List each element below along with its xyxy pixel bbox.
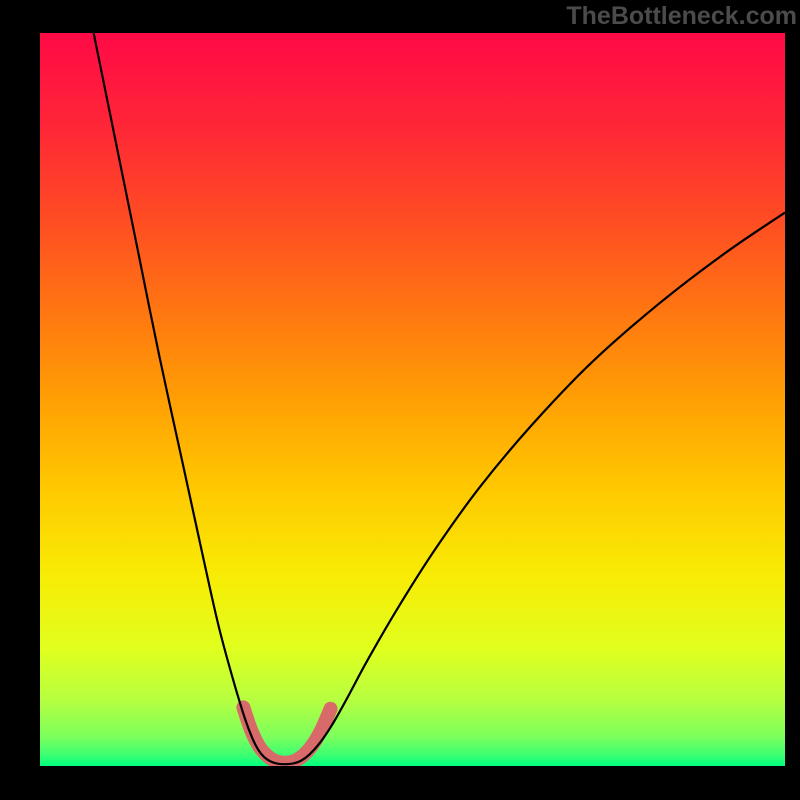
- chart-stage: TheBottleneck.com: [0, 0, 800, 800]
- watermark-text: TheBottleneck.com: [566, 2, 797, 31]
- plot-area: [40, 33, 785, 766]
- marker-band-path: [243, 707, 330, 762]
- curve-layer: [40, 33, 785, 766]
- bottleneck-curve-path: [94, 33, 785, 764]
